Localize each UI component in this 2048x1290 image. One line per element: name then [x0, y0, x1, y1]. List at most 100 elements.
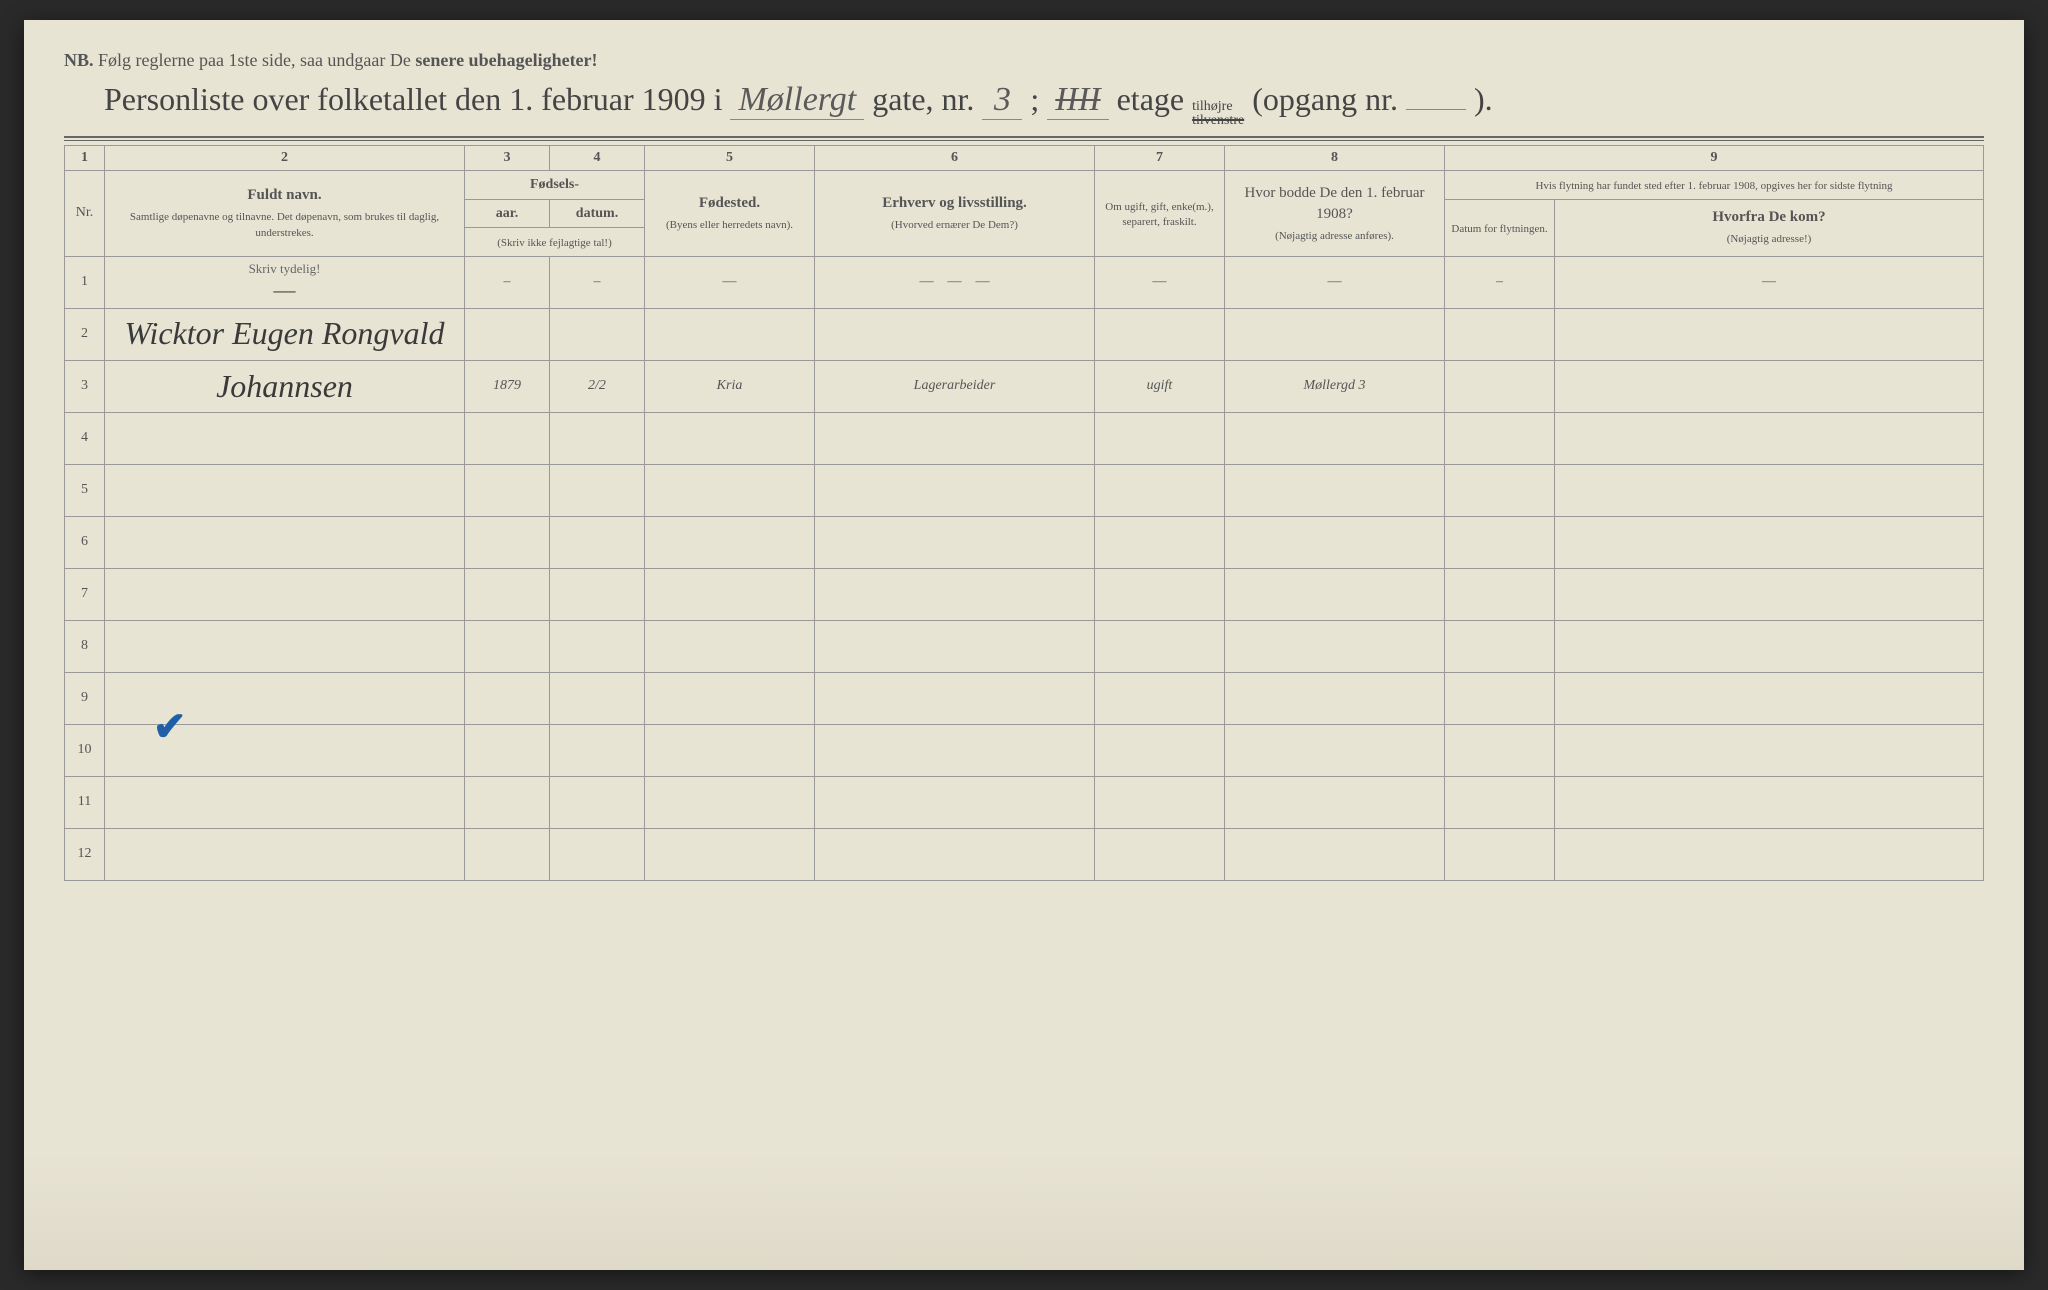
- cell: [645, 776, 815, 828]
- header-fullname: Fuldt navn. Samtlige døpenavne og tilnav…: [105, 171, 465, 257]
- cell: [550, 516, 645, 568]
- cell-erhverv: [815, 308, 1095, 360]
- row-number: 5: [65, 464, 105, 516]
- cell: [645, 724, 815, 776]
- form-title-line: Personliste over folketallet den 1. febr…: [64, 81, 1984, 128]
- cell-hvorbodde: —: [1225, 256, 1445, 308]
- header-hvorfra: Hvorfra De kom? (Nøjagtig adresse!): [1555, 199, 1984, 256]
- cell-ugift: —: [1095, 256, 1225, 308]
- opgang-blank: [1406, 109, 1466, 110]
- cell: [1555, 620, 1984, 672]
- cell-datum: –: [550, 256, 645, 308]
- gate-label: gate, nr.: [872, 81, 974, 118]
- dash-mark: —: [111, 277, 458, 303]
- cell: [1555, 568, 1984, 620]
- etage-input: IIII: [1047, 81, 1108, 120]
- colnum-2: 2: [105, 146, 465, 171]
- etage-options: tilhøjre tilvenstre: [1192, 100, 1244, 128]
- cell: [1555, 828, 1984, 880]
- tilvenstre: tilvenstre: [1192, 114, 1244, 128]
- cell: [1445, 620, 1555, 672]
- cell-aar: [465, 308, 550, 360]
- cell: [465, 776, 550, 828]
- header-fodested-sub: (Byens eller herredets navn).: [651, 218, 808, 233]
- table-row: 3 Johannsen 1879 2/2 Kria Lagerarbeider …: [65, 360, 1984, 412]
- cell: [1095, 568, 1225, 620]
- cell-datumflyt: –: [1445, 256, 1555, 308]
- row-number: 11: [65, 776, 105, 828]
- cell: [1555, 464, 1984, 516]
- cell-hvorfra: —: [1555, 256, 1984, 308]
- cell-aar: –: [465, 256, 550, 308]
- entry-name-line2: Johannsen: [216, 368, 353, 404]
- opgang-label: (opgang nr.: [1252, 81, 1398, 118]
- header-datum-flyt-text: Datum for flytningen.: [1451, 222, 1548, 237]
- tilhojre: tilhøjre: [1192, 100, 1244, 114]
- cell: [815, 516, 1095, 568]
- colnum-8: 8: [1225, 146, 1445, 171]
- cell-fodested: —: [645, 256, 815, 308]
- cell: [1445, 828, 1555, 880]
- colnum-5: 5: [645, 146, 815, 171]
- cell-fodested: [645, 308, 815, 360]
- column-number-row: 1 2 3 4 5 6 7 8 9: [65, 146, 1984, 171]
- cell: [1095, 672, 1225, 724]
- cell: [550, 568, 645, 620]
- header-ugift-text: Om ugift, gift, enke(m.), separert, fras…: [1101, 200, 1218, 231]
- row-number: 10: [65, 724, 105, 776]
- table-row: 6: [65, 516, 1984, 568]
- table-row: 2 ✔ Wicktor Eugen Rongvald: [65, 308, 1984, 360]
- cell: [645, 828, 815, 880]
- header-datum-flyt: Datum for flytningen.: [1445, 199, 1555, 256]
- cell: [1445, 412, 1555, 464]
- header-erhverv-main: Erhverv og livsstilling.: [882, 195, 1027, 211]
- cell: [550, 412, 645, 464]
- cell: [105, 828, 465, 880]
- cell: [105, 412, 465, 464]
- cell-hvorbodde: [1225, 308, 1445, 360]
- cell: [1225, 516, 1445, 568]
- cell: [465, 672, 550, 724]
- table-row: 8: [65, 620, 1984, 672]
- cell: [1445, 776, 1555, 828]
- header-fodested-main: Fødested.: [699, 195, 760, 211]
- cell: [105, 464, 465, 516]
- cell: [1095, 776, 1225, 828]
- row-number: 6: [65, 516, 105, 568]
- row-number: 3: [65, 360, 105, 412]
- cell: [1095, 412, 1225, 464]
- cell: [645, 516, 815, 568]
- cell: [645, 412, 815, 464]
- cell: [1225, 620, 1445, 672]
- row-number: 2: [65, 308, 105, 360]
- divider-top: [64, 136, 1984, 138]
- cell-datum: 2/2: [550, 360, 645, 412]
- cell: [1095, 516, 1225, 568]
- nb-prefix: NB.: [64, 50, 94, 70]
- header-row-1: Nr. Fuldt navn. Samtlige døpenavne og ti…: [65, 171, 1984, 200]
- cell-name: ✔ Wicktor Eugen Rongvald: [105, 308, 465, 360]
- cell: [815, 776, 1095, 828]
- colnum-9: 9: [1445, 146, 1984, 171]
- row-number: 7: [65, 568, 105, 620]
- cell: [550, 828, 645, 880]
- skriv-tydelig-note: Skriv tydelig!: [111, 261, 458, 277]
- header-fodsels-sub-text: (Skriv ikke fejlagtige tal!): [471, 236, 638, 251]
- cell: [815, 568, 1095, 620]
- cell: [815, 412, 1095, 464]
- header-nr: Nr.: [65, 171, 105, 257]
- census-table: 1 2 3 4 5 6 7 8 9 Nr. Fuldt navn. Samtli…: [64, 145, 1984, 881]
- cell: [465, 620, 550, 672]
- table-row: 1 Skriv tydelig! — – – — — — — — — – —: [65, 256, 1984, 308]
- header-hvorbodde-sub: (Nøjagtig adresse anføres).: [1231, 229, 1438, 244]
- cell: [1555, 672, 1984, 724]
- cell: [645, 568, 815, 620]
- table-row: 5: [65, 464, 1984, 516]
- cell: [465, 828, 550, 880]
- cell: [105, 776, 465, 828]
- header-aar: aar.: [465, 199, 550, 228]
- cell: [1555, 724, 1984, 776]
- cell: [465, 412, 550, 464]
- cell-datumflyt: [1445, 360, 1555, 412]
- colnum-7: 7: [1095, 146, 1225, 171]
